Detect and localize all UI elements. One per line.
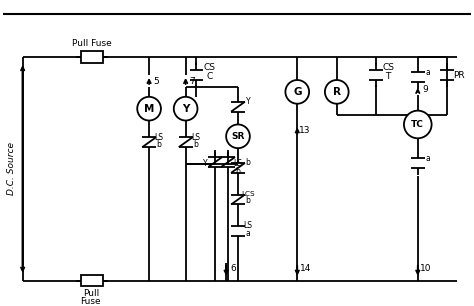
Text: Fuse: Fuse <box>81 297 101 306</box>
Text: LCS: LCS <box>241 191 255 197</box>
Text: LS: LS <box>191 133 200 142</box>
Circle shape <box>174 97 198 121</box>
Text: LS: LS <box>234 159 243 169</box>
Text: M: M <box>144 104 154 114</box>
Text: CS: CS <box>203 63 215 72</box>
Text: 7: 7 <box>190 76 195 85</box>
Text: b: b <box>193 140 198 149</box>
Circle shape <box>137 97 161 121</box>
Text: T: T <box>385 72 391 80</box>
Text: b: b <box>246 159 250 167</box>
Text: LS: LS <box>155 133 164 142</box>
Bar <box>81 274 103 286</box>
Text: SR: SR <box>231 132 245 141</box>
Text: 5: 5 <box>153 76 159 85</box>
Text: PR: PR <box>453 71 465 80</box>
Text: b: b <box>156 140 162 149</box>
Text: 13: 13 <box>300 126 311 135</box>
Bar <box>81 51 103 63</box>
Text: 10: 10 <box>420 264 431 273</box>
Circle shape <box>404 111 432 138</box>
Circle shape <box>285 80 309 104</box>
Circle shape <box>226 125 250 148</box>
Text: G: G <box>293 87 301 97</box>
Text: R: R <box>333 87 341 97</box>
Text: TC: TC <box>411 120 424 129</box>
Text: D.C. Source: D.C. Source <box>7 142 16 196</box>
Text: LS: LS <box>243 221 252 230</box>
Text: 6: 6 <box>230 264 236 273</box>
Text: 9: 9 <box>423 85 428 94</box>
Text: a: a <box>425 68 430 76</box>
Text: b: b <box>236 167 240 176</box>
Circle shape <box>325 80 348 104</box>
Text: Y: Y <box>246 97 250 106</box>
Text: Y: Y <box>203 159 208 169</box>
Text: a: a <box>425 154 430 162</box>
Text: b: b <box>246 196 250 205</box>
Text: Pull Fuse: Pull Fuse <box>72 39 112 48</box>
Text: Pull: Pull <box>82 289 99 298</box>
Text: CS: CS <box>382 63 394 72</box>
Text: Y: Y <box>182 104 189 114</box>
Text: 14: 14 <box>300 264 311 273</box>
Text: C: C <box>206 72 212 80</box>
Text: a: a <box>246 229 250 238</box>
